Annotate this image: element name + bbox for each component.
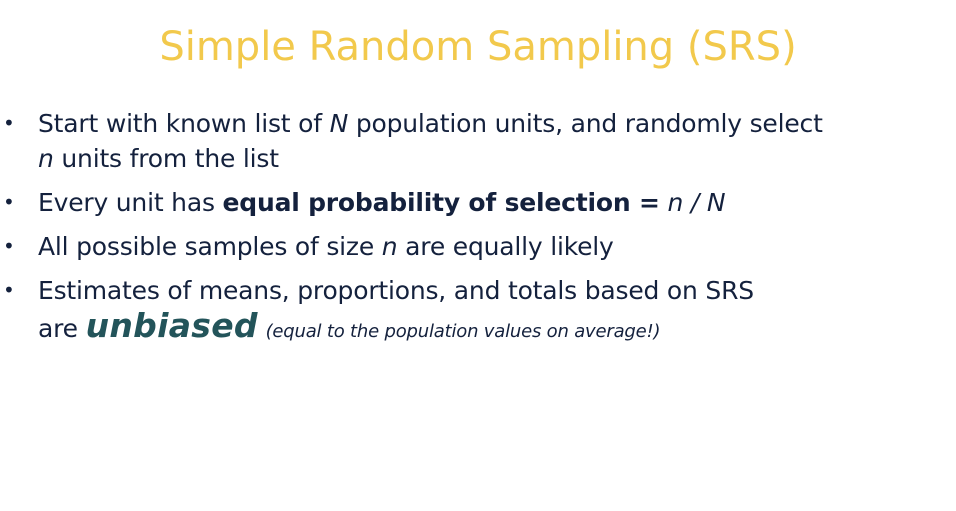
bullet-2-formula: n / N [667,188,726,217]
bullet-4-note: (equal to the population values on avera… [265,321,661,342]
bullet-2-text-a: Every unit has [38,188,223,217]
bullet-4-text-a: are [38,314,86,343]
bullet-item-2: • Every unit has equal probability of se… [0,185,956,220]
bullet-4-emphasis: unbiased [85,306,258,345]
bullet-1-n: n [38,144,54,173]
bullet-dot-icon: • [3,111,15,135]
bullet-item-1: • Start with known list of N population … [0,106,956,176]
bullet-1-text-a: Start with known list of [38,109,330,138]
slide-title: Simple Random Sampling (SRS) [159,24,797,70]
bullet-3-text-b: are equally likely [397,232,614,261]
bullet-list: • Start with known list of N population … [0,106,956,358]
bullet-dot-icon: • [3,190,15,214]
bullet-1-text-c: units from the list [53,144,279,173]
bullet-2-bold: equal probability of selection = [222,188,660,217]
bullet-item-4: • Estimates of means, proportions, and t… [0,273,956,349]
bullet-4-line-1: Estimates of means, proportions, and tot… [38,276,754,305]
bullet-dot-icon: • [3,234,15,258]
bullet-dot-icon: • [3,278,15,302]
bullet-3-text-a: All possible samples of size [38,232,382,261]
bullet-item-3: • All possible samples of size n are equ… [0,229,956,264]
bullet-3-n: n [381,232,398,261]
bullet-1-N: N [329,109,349,138]
bullet-1-text-b: population units, and randomly select [348,109,823,138]
